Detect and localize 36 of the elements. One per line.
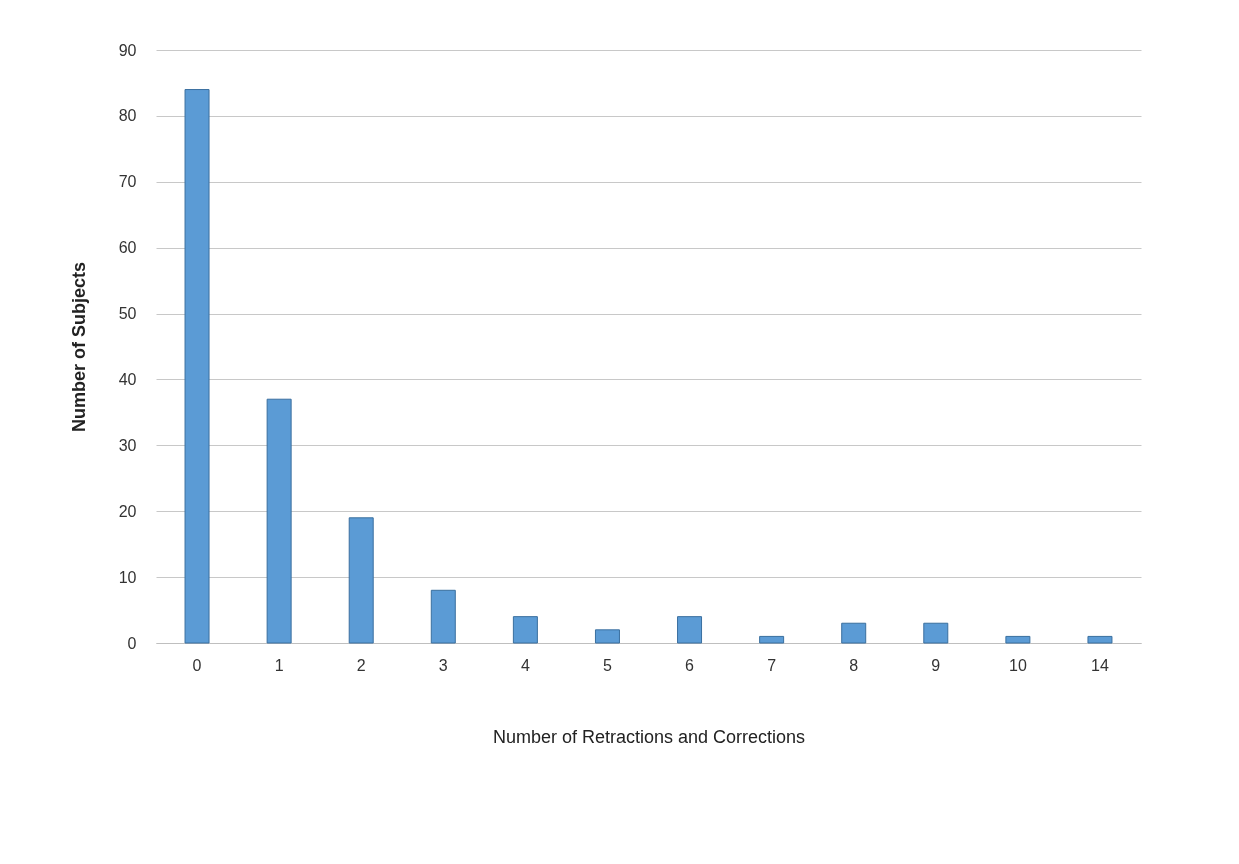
x-tick-label: 5	[603, 656, 613, 674]
x-tick-label: 14	[1091, 656, 1109, 674]
bar	[266, 398, 292, 644]
x-tick-label: 2	[356, 656, 366, 674]
bar	[594, 629, 620, 644]
x-tick-label: 9	[931, 656, 941, 674]
x-tick-label: 10	[1008, 656, 1027, 674]
bar	[1005, 635, 1031, 644]
x-tick-label: 4	[520, 656, 530, 674]
y-tick-label: 70	[118, 173, 137, 191]
bar	[1087, 635, 1113, 644]
bar	[841, 622, 867, 644]
y-tick-label: 0	[127, 634, 137, 652]
y-axis-title: Number of Subjects	[68, 261, 89, 433]
y-tick-label: 80	[118, 107, 137, 125]
x-tick-label: 3	[438, 656, 448, 674]
y-tick-label: 60	[118, 239, 137, 257]
y-tick-label: 30	[118, 436, 137, 454]
y-tick-label: 90	[118, 41, 137, 59]
bar	[430, 589, 456, 644]
y-tick-label: 40	[118, 370, 137, 388]
x-axis-title: Number of Retractions and Corrections	[492, 726, 806, 747]
y-tick-label: 20	[118, 502, 137, 520]
y-tick-label: 10	[118, 568, 137, 586]
bar	[348, 517, 374, 644]
bar	[512, 616, 538, 644]
bar	[677, 616, 703, 644]
bar	[923, 622, 949, 644]
x-tick-label: 0	[192, 656, 202, 674]
x-tick-label: 6	[685, 656, 695, 674]
bar	[184, 89, 210, 644]
bar	[759, 635, 785, 644]
x-tick-label: 8	[849, 656, 859, 674]
x-tick-label: 7	[767, 656, 777, 674]
y-tick-label: 50	[118, 305, 137, 323]
x-tick-label: 1	[274, 656, 284, 674]
